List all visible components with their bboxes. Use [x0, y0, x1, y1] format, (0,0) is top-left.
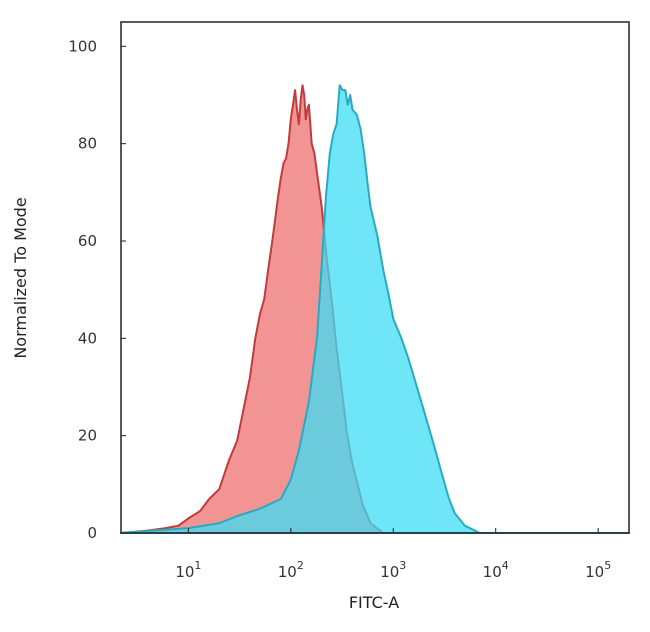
y-axis-ticks: 0 20 40 60 80 100: [68, 37, 126, 542]
plot-series: [120, 84, 630, 534]
x-tick-label-4: 104: [483, 559, 509, 581]
x-axis-ticks: 101 102 103 104 105: [175, 528, 611, 581]
x-tick-label-1: 101: [175, 559, 201, 581]
y-tick-label-3: 40: [78, 329, 97, 347]
y-tick-label-6: 100: [68, 37, 97, 55]
y-tick-label-1: 0: [87, 524, 97, 542]
plot-frame: [120, 21, 630, 534]
x-tick-label-3: 103: [380, 559, 406, 581]
x-tick-label-2: 102: [278, 559, 304, 581]
y-tick-label-2: 20: [78, 427, 97, 445]
histogram-series-2: [120, 84, 630, 534]
y-axis-label: Normalized To Mode: [11, 197, 30, 358]
y-tick-label-4: 60: [78, 232, 97, 250]
y-tick-label-5: 80: [78, 135, 97, 153]
x-tick-label-5: 105: [585, 559, 611, 581]
x-axis-label: FITC-A: [349, 593, 399, 612]
